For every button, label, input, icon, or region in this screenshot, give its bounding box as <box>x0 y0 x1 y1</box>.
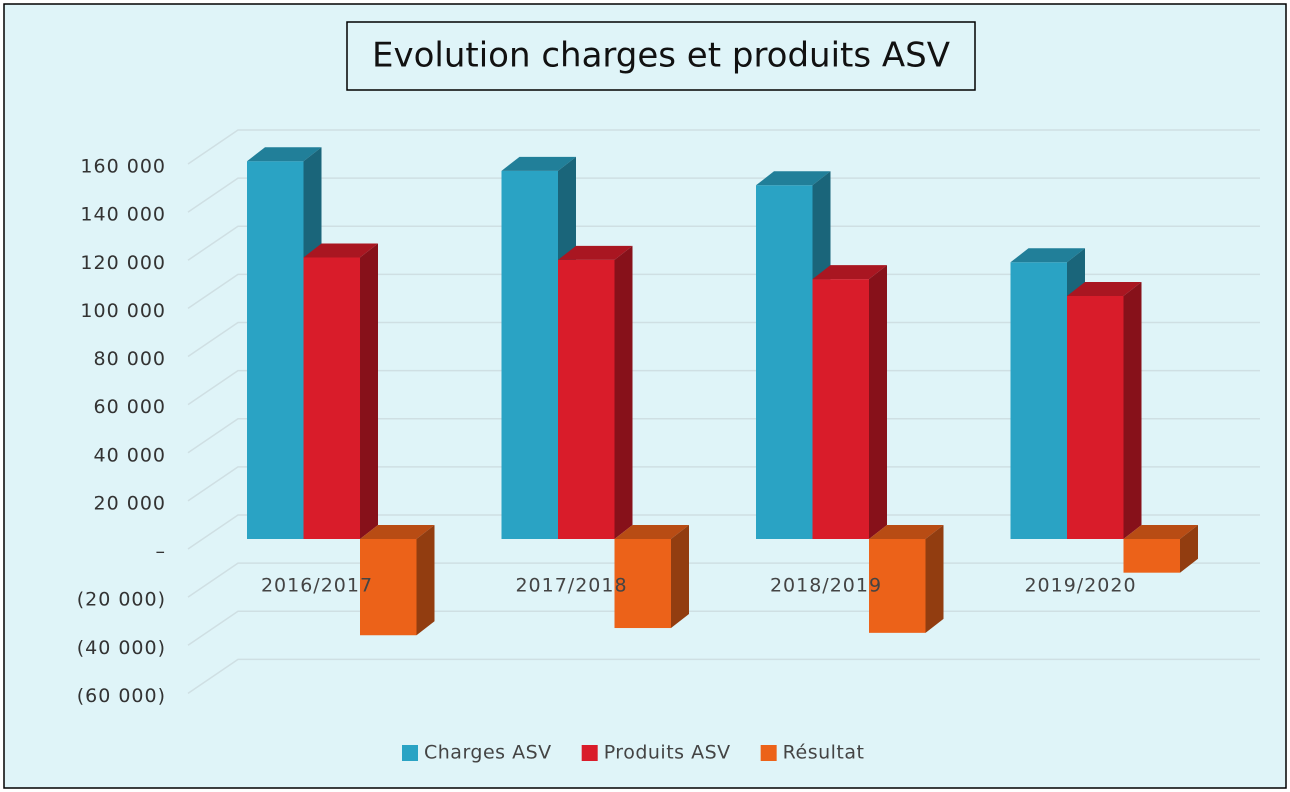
grid-line <box>187 418 1260 454</box>
bar-top <box>869 525 944 539</box>
x-tick-label: 2017/2018 <box>515 575 627 597</box>
bar-side <box>360 243 378 539</box>
bar-top <box>360 525 435 539</box>
bar-side <box>1123 281 1142 539</box>
bar <box>1123 539 1180 573</box>
bar <box>812 279 869 539</box>
bar-top <box>501 156 576 171</box>
grid-line <box>187 514 1260 550</box>
y-tick-label: – <box>156 541 167 563</box>
bar-side <box>614 245 633 539</box>
y-tick-label: 100 000 <box>80 300 166 322</box>
y-tick-label: (60 000) <box>77 685 166 707</box>
bar <box>247 161 304 539</box>
bar-side <box>671 525 689 629</box>
y-tick-label: 40 000 <box>94 444 166 466</box>
legend-swatch <box>760 745 777 761</box>
bars <box>247 147 1198 636</box>
legend-swatch <box>581 745 598 761</box>
bar <box>360 539 417 636</box>
legend-swatch <box>402 745 418 761</box>
grid-line <box>187 369 1260 406</box>
bar-side <box>925 525 944 633</box>
chart-title: Evolution charges et produits ASV <box>372 36 950 76</box>
x-tick-label: 2019/2020 <box>1024 575 1136 597</box>
bar <box>303 257 360 539</box>
bar <box>1010 262 1067 539</box>
y-tick-label: 80 000 <box>94 348 166 370</box>
bar <box>501 170 558 539</box>
y-tick-label: (40 000) <box>77 637 166 659</box>
bar-top <box>1067 281 1142 296</box>
y-tick-label: 160 000 <box>80 156 166 178</box>
bar-top <box>558 245 633 260</box>
grid-line <box>187 658 1260 694</box>
y-tick-label: 20 000 <box>94 492 166 514</box>
bar <box>558 259 615 539</box>
grid <box>187 129 1260 694</box>
bar-side <box>869 265 887 539</box>
bar <box>756 185 813 539</box>
title-box <box>346 21 976 91</box>
y-tick-label: (20 000) <box>77 589 166 611</box>
grid-line <box>187 321 1260 358</box>
legend-label: Charges ASV <box>424 742 552 764</box>
bar <box>869 539 926 633</box>
legend-label: Produits ASV <box>604 742 731 764</box>
grid-line <box>187 177 1260 213</box>
y-tick-label: 60 000 <box>94 396 166 418</box>
bar-side <box>1180 525 1198 573</box>
bar-top <box>756 171 831 186</box>
y-tick-label: 140 000 <box>80 204 166 226</box>
grid-line <box>187 129 1260 165</box>
x-tick-label: 2016/2017 <box>261 575 373 597</box>
grid-line <box>187 466 1260 502</box>
bar-top <box>1010 248 1085 263</box>
bar <box>1067 295 1124 539</box>
grid-line <box>187 225 1260 261</box>
bar-top <box>303 243 378 258</box>
bar-top <box>247 147 322 162</box>
legend-label: Résultat <box>783 742 865 764</box>
bar-top <box>614 525 689 539</box>
bar-top <box>812 265 887 280</box>
bar <box>614 539 671 629</box>
grid-line <box>187 273 1260 309</box>
labels: (60 000) (40 000) (20 000) – 20 000 40 000 60 … <box>77 156 1136 764</box>
bar-top <box>1123 525 1198 539</box>
y-tick-label: 120 000 <box>80 252 166 274</box>
x-tick-label: 2018/2019 <box>770 575 882 597</box>
bar-side <box>416 525 435 636</box>
